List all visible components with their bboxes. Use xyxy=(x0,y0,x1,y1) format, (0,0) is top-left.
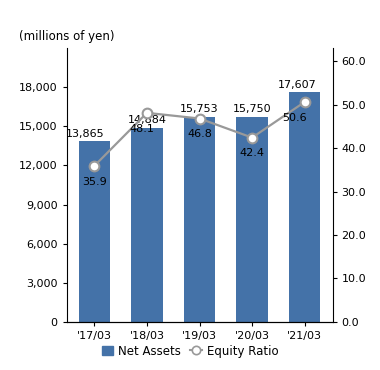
Equity Ratio xyxy=(197,116,202,121)
Text: 48.1: 48.1 xyxy=(129,124,154,134)
Bar xyxy=(79,141,110,322)
Bar xyxy=(131,128,163,322)
Equity Ratio xyxy=(145,111,149,115)
Text: 42.4: 42.4 xyxy=(239,148,264,158)
Text: 15,750: 15,750 xyxy=(233,104,271,114)
Bar xyxy=(184,117,215,322)
Text: 46.8: 46.8 xyxy=(187,130,212,139)
Text: 50.6: 50.6 xyxy=(282,113,306,123)
Text: (millions of yen): (millions of yen) xyxy=(19,30,114,43)
Text: 35.9: 35.9 xyxy=(82,177,107,187)
Text: 15,753: 15,753 xyxy=(180,104,219,114)
Line: Equity Ratio: Equity Ratio xyxy=(90,97,309,171)
Legend: Net Assets, Equity Ratio: Net Assets, Equity Ratio xyxy=(97,340,283,362)
Text: 13,865: 13,865 xyxy=(66,129,104,139)
Equity Ratio xyxy=(250,135,254,140)
Text: 17,607: 17,607 xyxy=(277,80,316,90)
Text: 14,884: 14,884 xyxy=(127,115,166,125)
Bar xyxy=(236,117,268,322)
Equity Ratio xyxy=(92,164,97,168)
Equity Ratio xyxy=(302,100,307,104)
Bar xyxy=(289,92,320,322)
